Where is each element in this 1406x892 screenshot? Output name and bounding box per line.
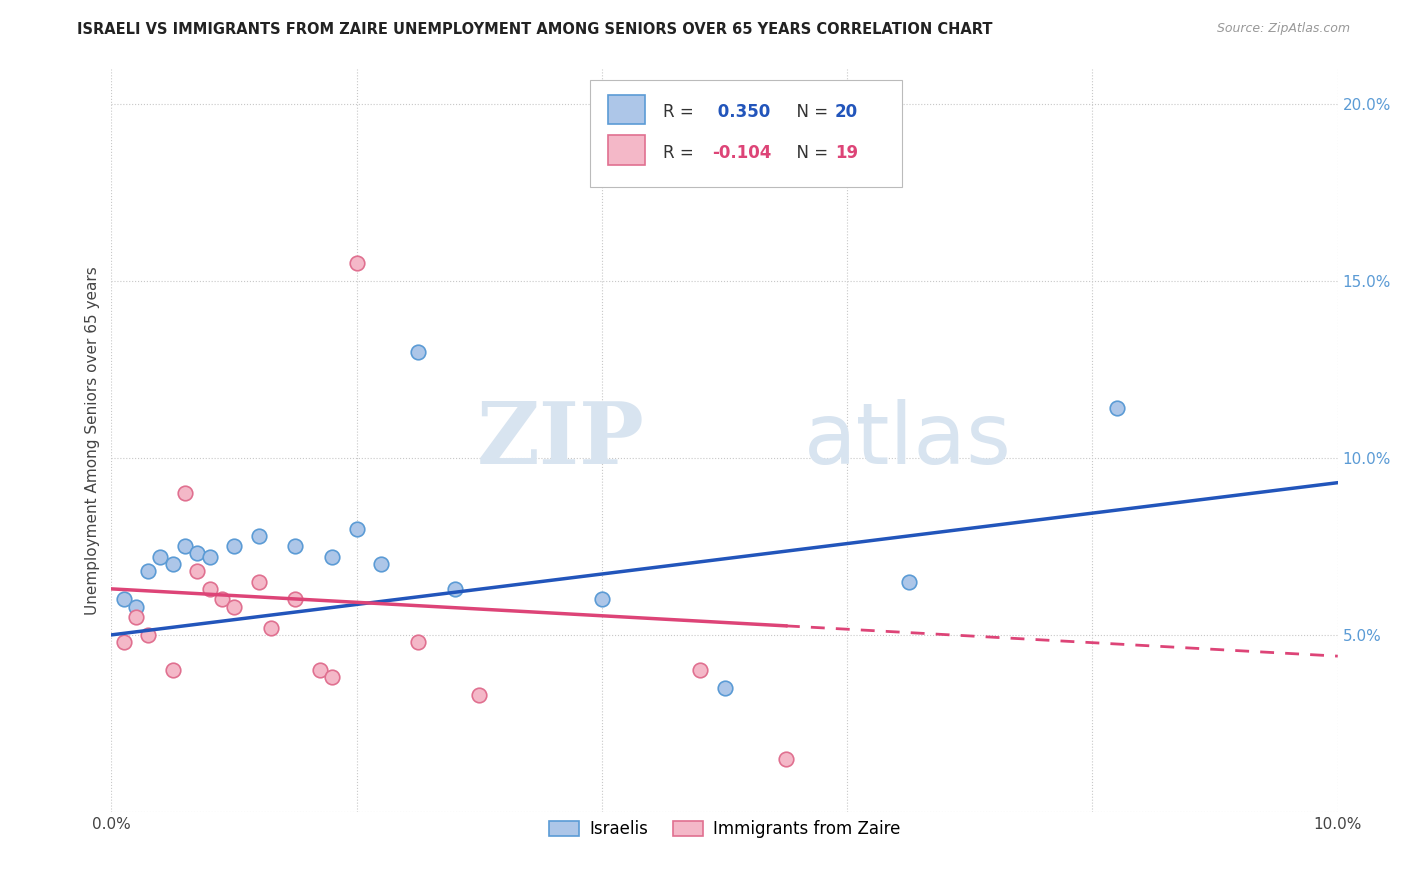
Point bbox=[136, 564, 159, 578]
Text: N =: N = bbox=[786, 144, 834, 161]
Text: 19: 19 bbox=[835, 144, 858, 161]
Point bbox=[162, 663, 184, 677]
Legend: Israelis, Immigrants from Zaire: Israelis, Immigrants from Zaire bbox=[543, 814, 907, 845]
Text: R =: R = bbox=[664, 103, 699, 120]
Text: -0.104: -0.104 bbox=[713, 144, 772, 161]
Point bbox=[284, 540, 307, 554]
Point bbox=[370, 557, 392, 571]
Point bbox=[247, 574, 270, 589]
Text: Source: ZipAtlas.com: Source: ZipAtlas.com bbox=[1216, 22, 1350, 36]
Point bbox=[125, 599, 148, 614]
Point bbox=[406, 344, 429, 359]
Point bbox=[309, 663, 332, 677]
Point bbox=[247, 529, 270, 543]
Text: atlas: atlas bbox=[804, 399, 1012, 482]
Point bbox=[136, 628, 159, 642]
Point bbox=[112, 635, 135, 649]
Point bbox=[186, 546, 208, 560]
Point bbox=[284, 592, 307, 607]
Point bbox=[321, 670, 343, 684]
Point bbox=[174, 486, 197, 500]
Point bbox=[1105, 401, 1128, 416]
FancyBboxPatch shape bbox=[607, 95, 645, 124]
Point bbox=[689, 663, 711, 677]
Point bbox=[198, 549, 221, 564]
Point bbox=[186, 564, 208, 578]
FancyBboxPatch shape bbox=[589, 79, 903, 187]
Text: ZIP: ZIP bbox=[477, 398, 645, 483]
Point bbox=[125, 610, 148, 624]
Y-axis label: Unemployment Among Seniors over 65 years: Unemployment Among Seniors over 65 years bbox=[86, 266, 100, 615]
Point bbox=[897, 574, 920, 589]
Point bbox=[591, 592, 613, 607]
Point bbox=[775, 752, 797, 766]
Text: R =: R = bbox=[664, 144, 699, 161]
Point bbox=[222, 540, 245, 554]
Point bbox=[260, 621, 283, 635]
Text: ISRAELI VS IMMIGRANTS FROM ZAIRE UNEMPLOYMENT AMONG SENIORS OVER 65 YEARS CORREL: ISRAELI VS IMMIGRANTS FROM ZAIRE UNEMPLO… bbox=[77, 22, 993, 37]
Point bbox=[406, 635, 429, 649]
Point bbox=[211, 592, 233, 607]
Point bbox=[149, 549, 172, 564]
Point bbox=[321, 549, 343, 564]
Point bbox=[198, 582, 221, 596]
Point bbox=[346, 256, 368, 270]
Text: 0.350: 0.350 bbox=[713, 103, 770, 120]
Point bbox=[222, 599, 245, 614]
Point bbox=[112, 592, 135, 607]
Text: N =: N = bbox=[786, 103, 834, 120]
Point bbox=[346, 522, 368, 536]
Point bbox=[713, 681, 735, 695]
Point bbox=[162, 557, 184, 571]
Point bbox=[443, 582, 465, 596]
FancyBboxPatch shape bbox=[607, 136, 645, 165]
Point bbox=[468, 688, 491, 702]
Text: 20: 20 bbox=[835, 103, 858, 120]
Point bbox=[174, 540, 197, 554]
